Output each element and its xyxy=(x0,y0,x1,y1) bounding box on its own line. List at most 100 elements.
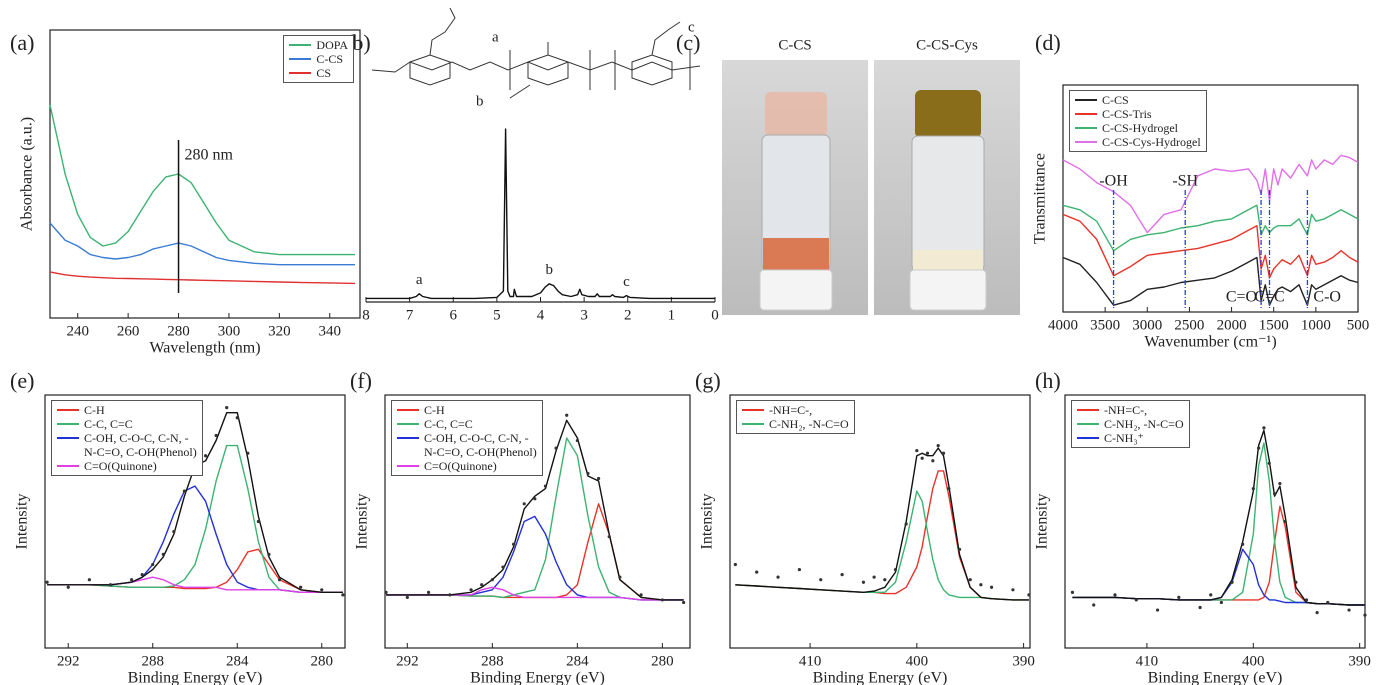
data-point xyxy=(1284,520,1287,523)
legend-swatch xyxy=(1077,423,1099,425)
data-point xyxy=(755,571,758,574)
data-point xyxy=(608,535,611,538)
legend-label: C-NH₂, -N-C=O xyxy=(769,417,849,431)
legend-label: -NH=C-, xyxy=(769,403,812,417)
x-tick-label: 5 xyxy=(493,307,501,323)
data-point xyxy=(533,497,536,500)
data-point xyxy=(1011,588,1014,591)
legend-swatch xyxy=(397,437,419,439)
data-point xyxy=(1316,611,1319,614)
data-point xyxy=(512,543,515,546)
data-point xyxy=(523,502,526,505)
legend-swatch xyxy=(1075,141,1097,143)
data-point xyxy=(1027,593,1030,596)
legend-entry: -NH=C-, xyxy=(742,403,849,417)
legend-swatch xyxy=(1075,127,1097,129)
legend-label: C-NH₃⁺ xyxy=(1104,431,1144,445)
data-point xyxy=(278,578,281,581)
data-point xyxy=(1326,601,1329,604)
x-axis-label: Binding Energy (eV) xyxy=(813,670,948,685)
legend-label: DOPA xyxy=(316,38,348,52)
legend: -NH=C-,C-NH₂, -N-C=O xyxy=(736,400,855,434)
legend-entry: C-H xyxy=(397,403,537,417)
peak-label: b xyxy=(545,262,553,278)
data-point xyxy=(873,576,876,579)
x-tick-label: 4 xyxy=(537,307,545,323)
series-line xyxy=(47,486,343,592)
data-point xyxy=(840,573,843,576)
x-tick-label: 1 xyxy=(668,307,676,323)
x-tick-label: 1500 xyxy=(1259,317,1289,333)
data-point xyxy=(1199,606,1202,609)
legend-entry: C-CS-Tris xyxy=(1075,107,1201,121)
y-axis-label: Intensity xyxy=(354,494,371,550)
series-line xyxy=(1072,430,1365,605)
y-axis-label: Absorbance (a.u.) xyxy=(19,117,36,231)
x-tick-label: 3 xyxy=(580,307,588,323)
data-point xyxy=(1209,593,1212,596)
data-point xyxy=(427,591,430,594)
legend-swatch xyxy=(289,58,311,60)
x-tick-label: 280 xyxy=(311,653,334,669)
legend: DOPAC-CSCS xyxy=(283,35,354,83)
data-point xyxy=(204,454,207,457)
structure-label: c xyxy=(688,19,695,35)
legend-swatch xyxy=(289,44,311,46)
data-point xyxy=(225,406,228,409)
annotation-label: -SH xyxy=(1172,173,1198,190)
legend-entry: C=O(Quinone) xyxy=(397,459,537,473)
x-tick-label: 320 xyxy=(268,323,291,339)
legend-entry: C-OH, C-O-C, C-N, -N-C=O, C-OH(Phenol) xyxy=(397,431,537,459)
data-point xyxy=(1241,543,1244,546)
legend-label: C-H xyxy=(84,403,105,417)
data-point xyxy=(947,487,950,490)
panel-label: (h) xyxy=(1035,368,1061,393)
panel-label: (g) xyxy=(695,368,721,393)
legend-entry: C-CS-Hydrogel xyxy=(1075,121,1201,135)
data-point xyxy=(544,484,547,487)
legend-entry: C-C, C=C xyxy=(57,417,197,431)
x-axis-label: Binding Energy (eV) xyxy=(1148,670,1283,685)
series-line xyxy=(1072,443,1365,605)
panel-label: (a) xyxy=(10,30,34,55)
x-axis-label: Wavelength (nm) xyxy=(149,340,260,357)
data-point xyxy=(576,439,579,442)
legend-entry: C-NH₂, -N-C=O xyxy=(1077,417,1184,431)
legend-swatch xyxy=(1077,409,1099,411)
data-point xyxy=(937,444,940,447)
legend-swatch xyxy=(742,409,764,411)
x-tick-label: 2000 xyxy=(1217,317,1247,333)
data-point xyxy=(1177,596,1180,599)
x-tick-label: 3000 xyxy=(1132,317,1162,333)
series-line xyxy=(47,549,343,592)
legend-label: C-CS-Tris xyxy=(1102,107,1152,121)
y-axis-label: Intensity xyxy=(1034,494,1051,550)
x-tick-label: 340 xyxy=(319,323,342,339)
x-axis-label: Binding Energy (eV) xyxy=(470,670,605,685)
legend-swatch xyxy=(1075,113,1097,115)
x-tick-label: 390 xyxy=(1012,653,1035,669)
legend-label: C-CS-Cys-Hydrogel xyxy=(1102,135,1201,149)
legend-entry: C=O(Quinone) xyxy=(57,459,197,473)
legend-swatch xyxy=(289,72,311,74)
legend-label: C-H xyxy=(424,403,445,417)
series-line xyxy=(50,223,355,265)
x-tick-label: 284 xyxy=(226,653,249,669)
peak-label: a xyxy=(416,272,423,288)
data-point xyxy=(320,588,323,591)
x-tick-label: 292 xyxy=(57,653,80,669)
chemical-structure xyxy=(372,8,700,98)
x-tick-label: 1000 xyxy=(1301,317,1331,333)
data-point xyxy=(257,520,260,523)
data-point xyxy=(448,593,451,596)
data-point xyxy=(215,434,218,437)
legend-entry: DOPA xyxy=(289,38,348,52)
annotation-label: C=O xyxy=(1226,289,1257,306)
series-line xyxy=(735,491,1029,600)
data-point xyxy=(915,449,918,452)
data-point xyxy=(969,578,972,581)
legend-swatch xyxy=(57,423,79,425)
data-point xyxy=(1252,487,1255,490)
data-point xyxy=(109,583,112,586)
legend-label: -NH=C-, xyxy=(1104,403,1147,417)
